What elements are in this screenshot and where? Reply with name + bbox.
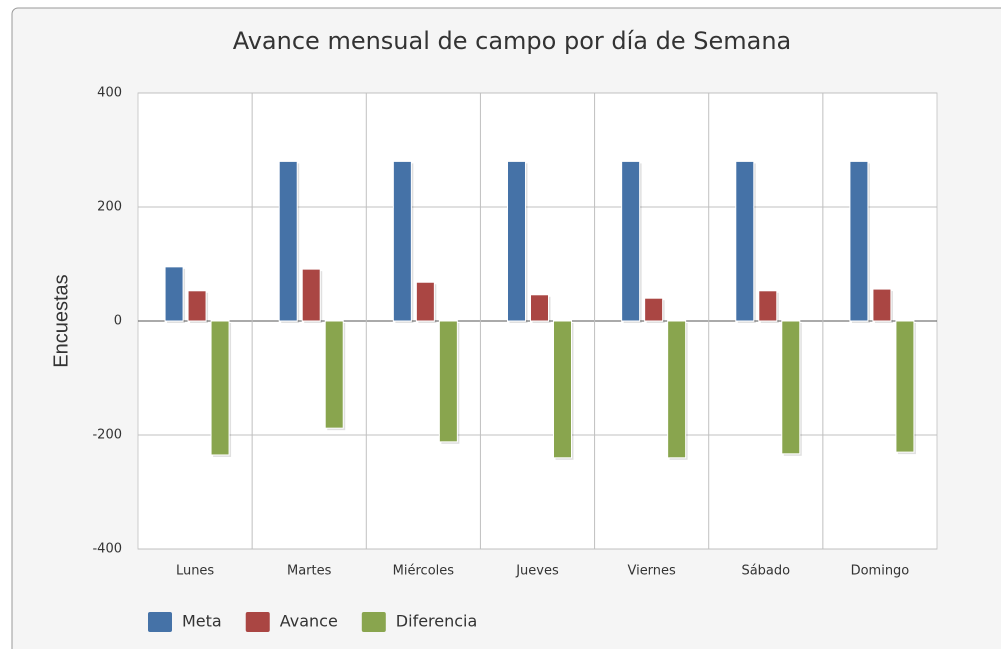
x-tick-label: Martes: [287, 564, 332, 579]
bar: [507, 160, 526, 322]
chart-title: Avance mensual de campo por día de Seman…: [233, 27, 792, 55]
x-tick-label: Lunes: [176, 564, 214, 579]
legend-label: Avance: [280, 612, 338, 631]
x-tick-label: Jueves: [515, 564, 559, 579]
bar: [301, 268, 321, 322]
bar: [210, 320, 230, 456]
y-tick-label: -200: [92, 428, 122, 443]
legend-swatch: [148, 612, 172, 632]
x-tick-label: Viernes: [627, 564, 676, 579]
bar: [278, 160, 298, 322]
bar: [872, 288, 892, 322]
bar: [735, 160, 755, 322]
bar: [530, 294, 549, 322]
y-tick-label: 0: [114, 314, 122, 329]
bar: [781, 320, 801, 455]
bar: [187, 290, 207, 322]
y-axis-label: Encuestas: [50, 274, 72, 367]
bar: [164, 266, 184, 322]
bar: [621, 160, 641, 322]
legend-label: Meta: [182, 612, 222, 631]
bar: [644, 297, 664, 322]
bar: [667, 320, 687, 459]
x-tick-label: Sábado: [741, 564, 790, 579]
bar: [553, 320, 572, 459]
bar: [415, 281, 435, 322]
bar: [849, 160, 869, 322]
y-tick-label: 400: [97, 86, 122, 101]
bar: [438, 320, 458, 443]
y-tick-label: -400: [92, 542, 122, 557]
legend-swatch: [361, 612, 386, 632]
legend-label: Diferencia: [396, 612, 478, 631]
y-tick-label: 200: [97, 200, 122, 215]
bar: [895, 320, 915, 453]
bar: [392, 160, 412, 322]
legend-swatch: [245, 612, 270, 632]
x-tick-label: Domingo: [851, 564, 910, 579]
x-tick-label: Miércoles: [393, 564, 455, 579]
bar: [758, 290, 778, 322]
bar: [324, 320, 344, 429]
